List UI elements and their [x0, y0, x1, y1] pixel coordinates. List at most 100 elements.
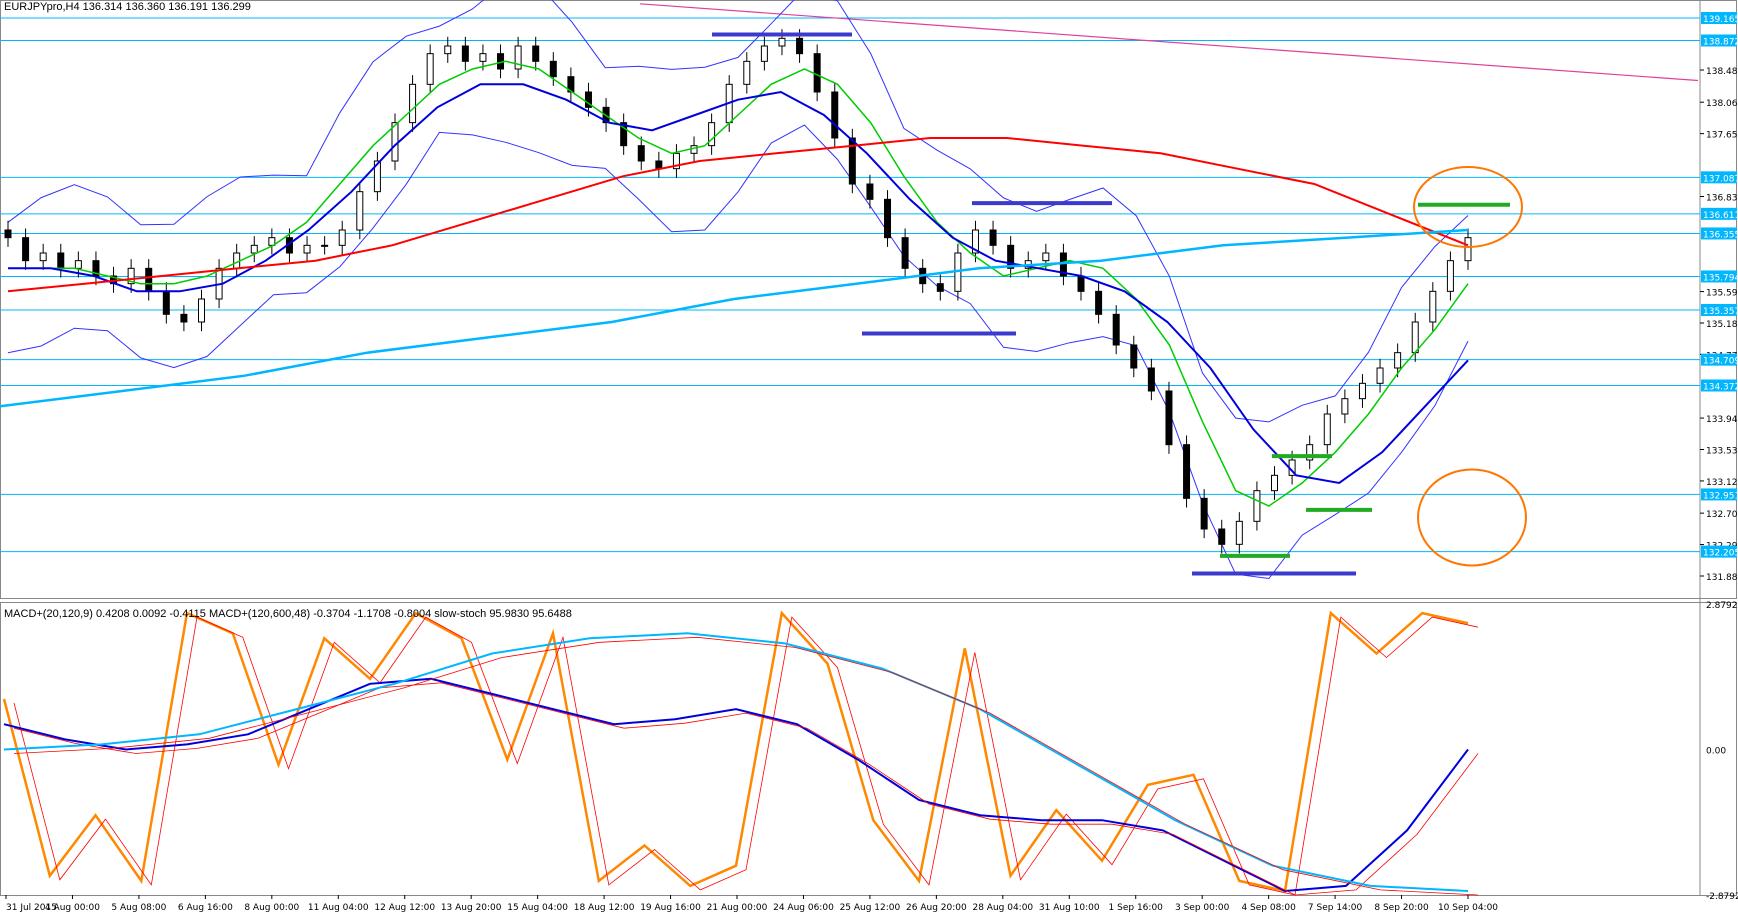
candle-body — [584, 91, 592, 108]
candle-body — [1077, 275, 1085, 292]
candle-body — [321, 244, 329, 247]
candle-body — [655, 160, 663, 170]
chart-header: EURJPYpro,H4 136.314 136.360 136.191 136… — [4, 1, 251, 13]
level-label: 136.355 — [1703, 230, 1738, 240]
candle-body — [356, 191, 364, 231]
candle-body — [760, 45, 768, 62]
x-tick-label: 12 Aug 12:00 — [374, 903, 435, 913]
candle-body — [1464, 237, 1472, 262]
candle-body — [426, 53, 434, 85]
candle-body — [1059, 252, 1067, 277]
candle-body — [1253, 490, 1261, 522]
level-label: 134.709 — [1703, 357, 1738, 367]
level-label: 139.165 — [1703, 15, 1738, 25]
candle-body — [162, 290, 170, 315]
level-label: 132.205 — [1703, 549, 1738, 559]
candle-body — [532, 45, 540, 62]
level-label: 132.951 — [1703, 491, 1738, 501]
ema-fast-line — [8, 60, 1469, 507]
highlight-circle — [1413, 166, 1523, 248]
candle-body — [338, 229, 346, 246]
x-tick-label: 3 Sep 00:00 — [1175, 903, 1230, 913]
x-tick-label: 15 Aug 04:00 — [507, 903, 568, 913]
osc-tick-label: -2.8792 — [1706, 892, 1738, 902]
x-tick-label: 4 Aug 00:00 — [45, 903, 100, 913]
candle-body — [1095, 290, 1103, 315]
y-tick-label: 137.657 — [1706, 131, 1738, 141]
x-tick-label: 25 Aug 12:00 — [840, 903, 901, 913]
candle-body — [1358, 382, 1366, 400]
bollinger-upper — [7, 0, 1469, 423]
candle-body — [743, 60, 751, 85]
indicator-header: MACD+(20,120,9) 0.4208 0.0092 -0.4115 MA… — [4, 608, 572, 620]
stoch-line — [2, 610, 1469, 893]
level-label-box — [1701, 34, 1737, 47]
osc-tick-label: 2.8792 — [1706, 601, 1738, 611]
candle-body — [39, 252, 47, 262]
level-label-box — [1701, 303, 1737, 316]
candle-body — [778, 37, 786, 47]
x-tick-label: 19 Aug 16:00 — [640, 903, 701, 913]
level-label-box — [1701, 12, 1737, 25]
ema-mid-line — [8, 83, 1469, 485]
y-tick-label: 135.187 — [1706, 320, 1738, 330]
y-tick-label: 135.597 — [1706, 289, 1738, 299]
level-label-box — [1701, 353, 1737, 366]
candle-body — [1341, 398, 1349, 415]
osc-tick-label: 0.00 — [1706, 747, 1726, 757]
x-tick-label: 31 Aug 10:00 — [1039, 903, 1100, 913]
y-tick-label: 133.947 — [1706, 415, 1738, 425]
macd-slow-line — [3, 632, 1469, 892]
candle-body — [1007, 244, 1015, 269]
candle-body — [409, 83, 417, 124]
candle-body — [250, 244, 258, 254]
level-label-box — [1701, 379, 1737, 392]
y-tick-label: 138.487 — [1706, 67, 1738, 77]
x-tick-label: 6 Aug 16:00 — [178, 903, 233, 913]
candle-body — [971, 229, 979, 254]
ma-slow-line — [7, 137, 1469, 293]
x-tick-label: 8 Sep 20:00 — [1374, 903, 1429, 913]
candle-body — [74, 260, 82, 269]
candle-body — [1042, 252, 1050, 262]
candle-body — [1446, 260, 1454, 292]
candle-body — [57, 252, 65, 269]
y-tick-label: 138.067 — [1706, 99, 1738, 109]
candle-body — [1200, 497, 1208, 530]
level-label: 137.087 — [1703, 174, 1738, 184]
x-tick-label: 18 Aug 12:00 — [574, 903, 635, 913]
macd-fast-line — [3, 677, 1469, 893]
candle-body — [1271, 474, 1279, 492]
x-tick-label: 31 Jul 2015 — [6, 903, 57, 913]
candle-body — [1394, 352, 1402, 369]
candle-body — [514, 45, 522, 70]
x-tick-label: 21 Aug 00:00 — [707, 903, 768, 913]
candle-body — [549, 60, 557, 78]
candle-body — [22, 237, 30, 262]
candle-body — [796, 37, 804, 55]
y-tick-label: 131.887 — [1706, 573, 1738, 583]
x-tick-label: 8 Aug 00:00 — [244, 903, 299, 913]
y-tick-label: 133.127 — [1706, 478, 1738, 488]
candle-body — [901, 237, 909, 269]
candle-body — [848, 137, 856, 185]
candle-body — [672, 152, 680, 170]
level-label-box — [1701, 207, 1737, 220]
candle-body — [4, 229, 12, 239]
candle-body — [1130, 344, 1138, 369]
y-tick-label: 133.537 — [1706, 446, 1738, 456]
level-label-box — [1701, 270, 1737, 283]
candle-body — [180, 313, 188, 323]
candle-body — [866, 183, 874, 200]
level-label: 135.794 — [1703, 273, 1738, 283]
candle-body — [620, 122, 628, 147]
candle-body — [884, 198, 892, 239]
candle-body — [461, 45, 469, 62]
x-tick-label: 10 Sep 04:00 — [1438, 903, 1498, 913]
x-tick-label: 13 Aug 20:00 — [441, 903, 502, 913]
candle-body — [1147, 367, 1155, 392]
candle-body — [373, 160, 381, 193]
highlight-circle — [1417, 468, 1527, 567]
